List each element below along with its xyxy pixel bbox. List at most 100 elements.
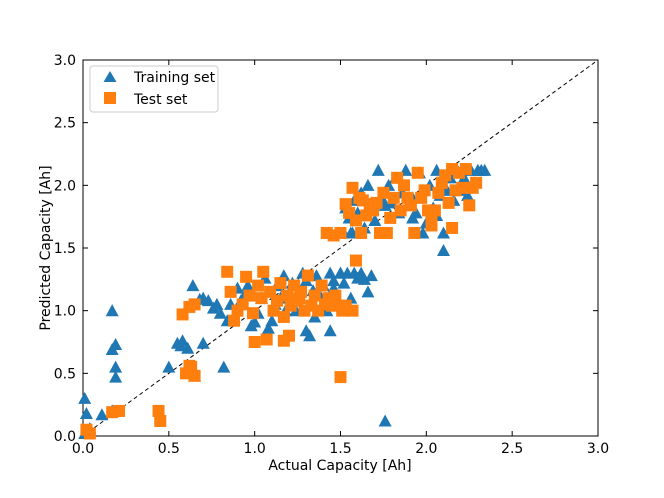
training-point <box>162 360 176 373</box>
test-point <box>355 226 368 239</box>
test-point <box>83 427 96 440</box>
training-point <box>337 276 351 289</box>
training-point <box>201 294 215 307</box>
training-point <box>364 269 378 282</box>
test-point <box>459 163 472 176</box>
training-point <box>323 324 337 337</box>
test-point <box>346 181 359 194</box>
test-point <box>349 254 362 267</box>
legend: Training set Test set <box>89 65 219 113</box>
test-point <box>252 279 265 292</box>
data-points <box>78 163 492 440</box>
legend-label-test: Test set <box>133 92 188 108</box>
training-point <box>478 163 492 176</box>
test-point <box>113 404 126 417</box>
test-point <box>387 191 400 204</box>
training-point <box>361 285 375 298</box>
y-tick-label: 3.0 <box>54 53 76 69</box>
training-point <box>78 391 92 404</box>
test-point <box>334 226 347 239</box>
training-point <box>361 178 375 191</box>
training-point <box>261 321 275 334</box>
training-point <box>241 279 255 292</box>
test-point <box>228 314 241 327</box>
axis-ticks: 0.0 0.5 1.0 1.5 2.0 2.5 3.0 0.0 0.5 1.0 1.5 2.0 2.5 3… <box>54 53 609 457</box>
test-point <box>329 289 342 302</box>
test-point <box>315 279 328 292</box>
training-point <box>461 188 475 201</box>
x-tick-label: 1.5 <box>329 441 351 457</box>
test-point <box>243 289 256 302</box>
training-point <box>303 329 317 342</box>
training-point <box>109 360 123 373</box>
test-point <box>349 214 362 227</box>
legend-triangle-marker <box>103 71 117 82</box>
training-point <box>176 334 190 347</box>
test-point <box>380 226 393 239</box>
x-tick-label: 3.0 <box>587 441 609 457</box>
test-point <box>432 186 445 199</box>
training-point <box>371 163 385 176</box>
test-point <box>394 204 407 217</box>
test-point <box>384 211 397 224</box>
training-point <box>437 244 450 257</box>
training-point <box>196 336 210 349</box>
x-tick-label: 1.0 <box>244 441 266 457</box>
y-axis-label: Predicted Capacity [Ah] <box>38 165 54 330</box>
legend-label-training: Training set <box>133 70 216 86</box>
training-point <box>327 274 341 287</box>
test-point <box>188 369 201 382</box>
training-point <box>109 338 123 351</box>
training-point <box>344 226 358 239</box>
test-point <box>274 277 287 290</box>
legend-box <box>89 65 219 113</box>
test-point <box>240 270 253 283</box>
reference-line-group <box>82 59 599 437</box>
test-point <box>442 196 455 209</box>
test-point <box>470 176 483 189</box>
y-tick-label: 2.5 <box>54 116 76 132</box>
x-tick-label: 0.5 <box>158 441 180 457</box>
training-point <box>368 213 382 226</box>
test-point <box>293 292 306 305</box>
training-point <box>213 306 227 319</box>
test-point <box>446 221 459 234</box>
test-point <box>277 310 290 323</box>
test-point <box>398 179 411 192</box>
test-point <box>463 199 476 212</box>
test-point <box>308 289 321 302</box>
test-point <box>346 304 359 317</box>
training-point <box>109 370 123 383</box>
test-point <box>224 285 237 298</box>
test-point <box>152 404 165 417</box>
training-point <box>105 304 119 317</box>
training-point <box>334 266 347 279</box>
y-tick-label: 0.5 <box>54 366 76 382</box>
training-point <box>79 406 93 419</box>
test-point <box>408 226 421 239</box>
test-point <box>404 199 417 212</box>
x-tick-label: 2.0 <box>415 441 437 457</box>
test-point <box>246 307 259 320</box>
y-tick-label: 2.0 <box>54 178 76 194</box>
training-point <box>181 341 195 354</box>
test-point <box>456 181 469 194</box>
test-point <box>270 294 283 307</box>
training-point <box>210 297 224 310</box>
test-point <box>188 298 201 311</box>
test-point <box>377 186 390 199</box>
test-point <box>260 333 273 346</box>
x-axis-label: Actual Capacity [Ah] <box>268 458 411 474</box>
y-tick-label: 1.5 <box>54 241 76 257</box>
training-point <box>186 279 200 292</box>
training-point <box>358 272 372 285</box>
test-point <box>255 292 268 305</box>
legend-square-marker <box>104 92 116 104</box>
test-point <box>370 196 383 209</box>
test-point <box>221 265 234 278</box>
test-point <box>428 204 441 217</box>
y-tick-label: 1.0 <box>54 304 76 320</box>
reference-line-y-equals-x <box>82 59 599 437</box>
training-point <box>248 315 262 328</box>
